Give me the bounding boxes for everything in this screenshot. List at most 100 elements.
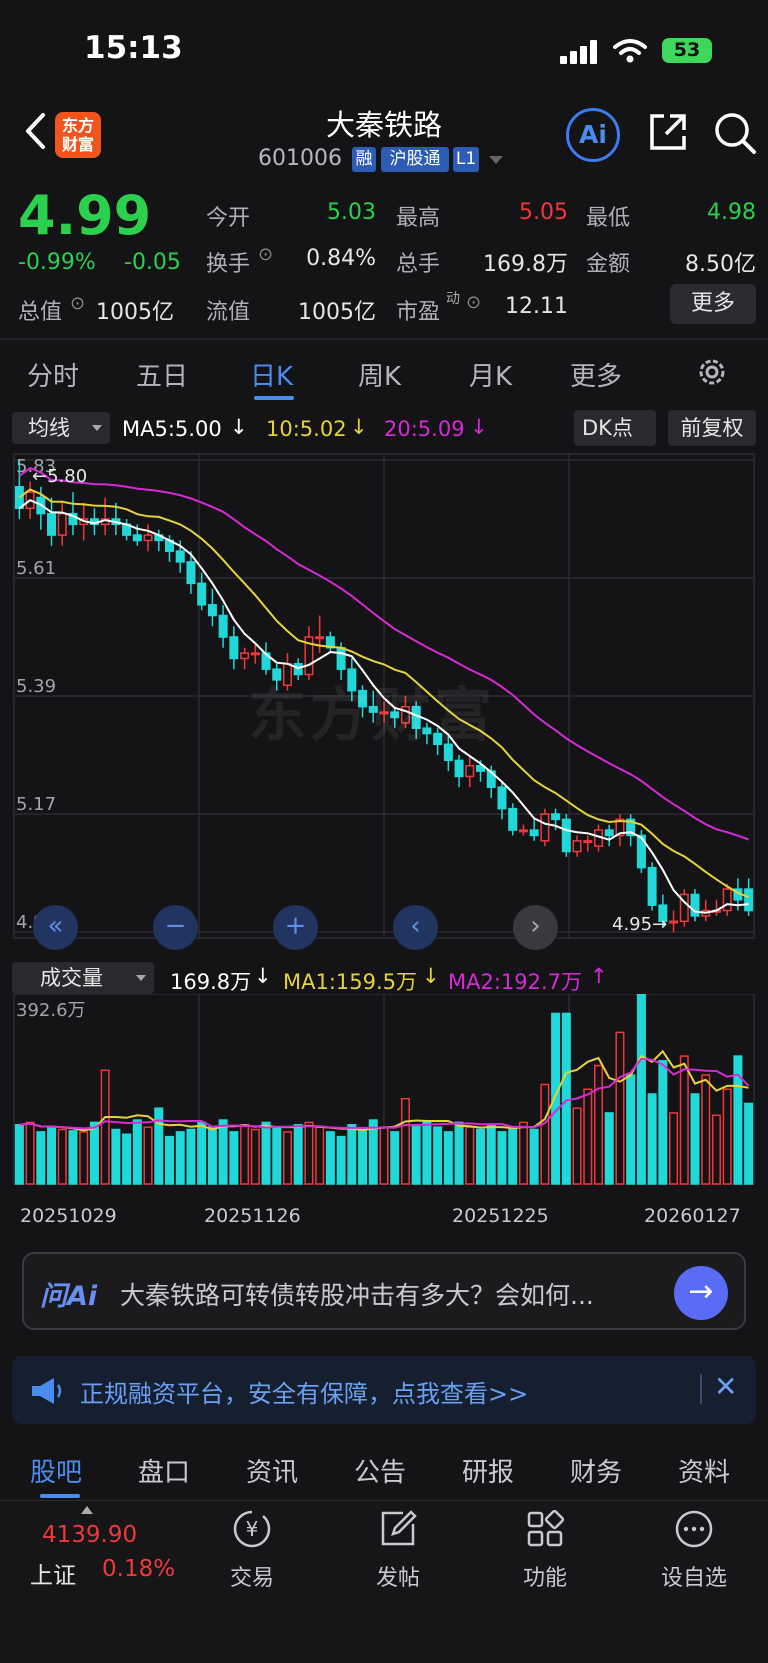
candle-body <box>540 813 550 842</box>
zoom-in-button[interactable]: + <box>273 905 318 950</box>
tag-margin: 融 <box>352 147 376 172</box>
value-high: 5.05 <box>519 200 568 225</box>
volume-bar <box>476 1128 486 1185</box>
volume-bar <box>593 1064 603 1185</box>
volume-select-label: 成交量 <box>40 966 103 990</box>
candle-body <box>368 705 378 713</box>
index-value: 4139.90 <box>42 1522 138 1548</box>
volume-bar <box>615 1031 625 1185</box>
volume-bar <box>497 1131 507 1185</box>
volume-bar <box>379 1126 389 1185</box>
send-arrow-icon[interactable]: → <box>674 1266 728 1320</box>
volume-bar <box>454 1121 464 1185</box>
info-icon[interactable]: ⊙ <box>70 293 86 314</box>
tab-order-book[interactable]: 盘口 <box>138 1458 191 1488</box>
candle-body <box>390 711 400 719</box>
more-button[interactable]: 更多 <box>670 284 756 324</box>
tab-five-day[interactable]: 五日 <box>136 362 189 392</box>
more-dots-icon <box>675 1510 713 1548</box>
volume-bar <box>701 1074 711 1185</box>
candle-body <box>143 534 153 542</box>
previous-button[interactable]: ‹ <box>393 905 438 950</box>
volume-bar <box>154 1107 164 1185</box>
nav-post-label: 发帖 <box>375 1566 420 1591</box>
ai-assistant-icon[interactable]: Ai <box>566 108 620 162</box>
gear-icon[interactable] <box>694 354 730 390</box>
promo-banner[interactable]: 正规融资平台，安全有保障，点我查看>> ✕ <box>12 1356 756 1424</box>
volume-bar <box>261 1121 271 1185</box>
tab-more[interactable]: 更多 <box>570 362 623 392</box>
volume-bar <box>722 1088 732 1185</box>
close-icon[interactable]: ✕ <box>714 1370 738 1403</box>
indicator-select[interactable]: 均线 <box>12 412 110 444</box>
tab-profile[interactable]: 资料 <box>678 1458 731 1488</box>
tab-financials[interactable]: 财务 <box>570 1458 623 1488</box>
back-icon[interactable] <box>16 110 56 152</box>
nav-functions-label: 功能 <box>522 1566 567 1591</box>
dk-point-button[interactable]: DK点 <box>574 410 656 446</box>
tab-forum[interactable]: 股吧 <box>30 1458 83 1488</box>
chevron-down-icon <box>92 425 102 431</box>
nav-functions[interactable]: 功能 <box>505 1508 585 1592</box>
candle-body <box>583 840 593 844</box>
candle-body <box>497 786 507 810</box>
volume-bar <box>132 1119 142 1185</box>
tab-monthly-k[interactable]: 月K <box>469 362 513 392</box>
nav-post[interactable]: 发帖 <box>358 1508 438 1592</box>
nav-watchlist[interactable]: 设自选 <box>654 1508 734 1592</box>
indicator-select-label: 均线 <box>28 416 70 440</box>
tab-news[interactable]: 资讯 <box>246 1458 299 1488</box>
zoom-out-button[interactable]: − <box>153 905 198 950</box>
tag-hk-connect: 沪股通 <box>381 147 449 172</box>
volume-bar <box>508 1126 518 1185</box>
candle-body <box>454 759 464 778</box>
price-tick-label: 5.39 <box>16 676 56 697</box>
info-icon[interactable]: ⊙ <box>466 292 482 313</box>
next-button[interactable]: › <box>513 905 558 950</box>
tab-daily-k[interactable]: 日K <box>250 362 294 392</box>
index-ticker[interactable]: 4139.90 上证 0.18% <box>0 1500 190 1600</box>
volume-bar <box>647 1093 657 1185</box>
chevron-down-icon[interactable] <box>489 156 503 164</box>
volume-bar <box>572 1107 582 1185</box>
volume-bar <box>143 1126 153 1185</box>
app-logo: 东方 财富 <box>55 112 101 158</box>
candle-body <box>679 893 689 923</box>
volume-bar <box>486 1124 496 1185</box>
volume-bar <box>658 1060 668 1185</box>
candle-body <box>293 663 303 676</box>
search-icon[interactable] <box>712 110 758 156</box>
share-icon[interactable] <box>646 110 690 154</box>
volume-bar <box>165 1135 175 1185</box>
candle-body <box>347 668 357 692</box>
candle-body <box>518 829 528 833</box>
nav-trade[interactable]: ¥ 交易 <box>212 1508 292 1592</box>
tab-announcements[interactable]: 公告 <box>354 1458 407 1488</box>
volume-bar <box>400 1097 410 1185</box>
tab-intraday[interactable]: 分时 <box>27 362 80 392</box>
info-icon[interactable]: ⊙ <box>258 244 274 265</box>
volume-ma-line <box>19 1057 750 1130</box>
volume-indicator-select[interactable]: 成交量 <box>12 962 154 994</box>
rewind-button[interactable]: « <box>33 905 78 950</box>
clock: 15:13 <box>84 30 183 66</box>
volume-bar <box>551 1012 561 1185</box>
promo-divider <box>700 1374 702 1404</box>
ma5-value: MA5:5.00 <box>122 417 222 441</box>
tab-weekly-k[interactable]: 周K <box>358 362 402 392</box>
chart-period-tabs: 分时 五日 日K 周K 月K 更多 <box>0 340 768 404</box>
volume-chart[interactable]: 392.6万 20251029 20251126 20251225 20260127 <box>0 994 768 1238</box>
candlestick-chart[interactable]: 5.835.615.395.174.95←5.804.95→ <box>0 452 768 958</box>
adjust-button[interactable]: 前复权 <box>668 410 756 446</box>
candle-body <box>186 561 196 585</box>
active-tab-indicator <box>40 1494 80 1498</box>
volume-bar <box>583 1088 593 1185</box>
volume-bar <box>465 1126 475 1185</box>
nav-watchlist-label: 设自选 <box>660 1566 727 1591</box>
ask-ai-bar[interactable]: 问Ai 大秦铁路可转债转股冲击有多大？会如何... → <box>22 1252 746 1330</box>
value-low: 4.98 <box>707 200 756 225</box>
value-open: 5.03 <box>327 200 376 225</box>
edit-icon <box>381 1510 417 1546</box>
dk-point-label: DK点 <box>582 416 633 440</box>
tab-research[interactable]: 研报 <box>462 1458 515 1488</box>
